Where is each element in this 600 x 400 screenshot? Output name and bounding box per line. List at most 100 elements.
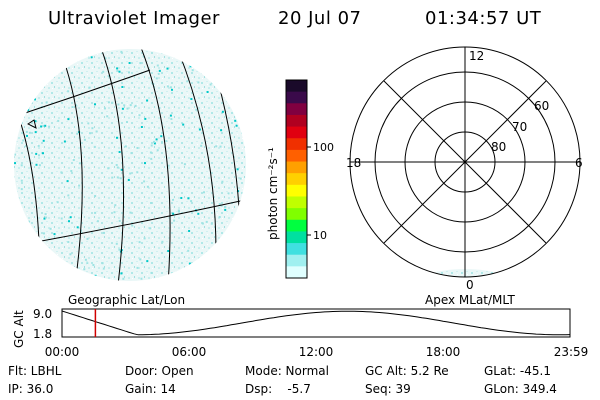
colorbar-segment: [286, 114, 307, 128]
uv-speck: [102, 70, 105, 73]
uv-speck: [158, 69, 161, 72]
colorbar-segment: [286, 208, 307, 221]
uv-speck: [165, 140, 168, 142]
uv-speck: [118, 70, 121, 73]
info-ip: IP: 36.0: [8, 382, 54, 396]
mlt-label-0: 0: [466, 278, 474, 292]
uv-speck: [143, 180, 146, 183]
uv-speck: [34, 98, 36, 101]
uv-speck: [221, 180, 224, 183]
uv-speck: [209, 278, 212, 281]
polar-plot: 12 18 6 0 60 70 80: [346, 46, 583, 292]
uv-speck: [107, 75, 110, 78]
parallel-line: [19, 199, 246, 246]
uv-speck: [83, 138, 86, 141]
geographic-caption: Geographic Lat/Lon: [68, 293, 185, 307]
uv-speck: [198, 128, 201, 131]
uv-speck: [14, 162, 16, 165]
uv-speck: [187, 249, 190, 252]
uv-speck: [87, 55, 90, 57]
info-mode: Mode: Normal: [245, 364, 329, 378]
uv-speck: [104, 57, 107, 60]
uv-speck: [129, 104, 132, 107]
info-glat: GLat: -45.1: [484, 364, 551, 378]
time-label: 01:34:57 UT: [425, 8, 542, 29]
uv-speck: [40, 125, 43, 128]
uv-speck: [69, 216, 72, 219]
uv-speck: [201, 222, 204, 225]
uv-speck: [53, 58, 56, 61]
uv-speck: [37, 144, 40, 147]
uv-speck: [169, 86, 172, 89]
uv-speck: [118, 219, 121, 222]
uv-speck: [66, 180, 69, 183]
uv-speck: [68, 220, 70, 223]
uv-speck: [196, 260, 199, 263]
uv-speck: [45, 52, 47, 55]
uv-speck: [94, 274, 97, 277]
uv-speck: [60, 217, 63, 220]
uv-speck: [206, 276, 209, 279]
uv-speck: [49, 227, 52, 230]
uv-speck: [136, 147, 139, 149]
uv-speck: [118, 248, 121, 251]
colorbar-segment: [286, 231, 307, 244]
uv-speck: [172, 198, 174, 201]
uv-speck: [140, 277, 143, 280]
uv-speck: [34, 277, 37, 280]
uv-speck: [76, 132, 79, 135]
uv-speck: [17, 230, 20, 233]
info-gc-alt: GC Alt: 5.2 Re: [365, 364, 449, 378]
uv-speck: [203, 191, 205, 194]
info-door: Door: Open: [125, 364, 194, 378]
uv-speck: [218, 216, 221, 218]
date-label: 20 Jul 07: [278, 8, 362, 29]
uv-speck: [116, 136, 118, 139]
xtick-2359: 23:59: [554, 345, 589, 359]
uv-speck: [229, 102, 232, 105]
uv-speck: [238, 255, 241, 258]
uv-speck: [76, 226, 79, 229]
uv-speck: [128, 62, 131, 64]
uv-speck: [43, 217, 46, 220]
uv-speck: [138, 114, 141, 117]
uv-speck: [120, 168, 123, 171]
uv-speck: [116, 176, 119, 179]
uv-speck: [122, 277, 125, 280]
uv-speck: [129, 172, 132, 175]
uv-speck: [195, 108, 198, 111]
colorbar-segment: [286, 91, 307, 104]
uv-speck: [26, 134, 28, 137]
uv-speck: [169, 114, 172, 117]
colorbar-segment: [286, 161, 307, 174]
uv-speck: [189, 65, 192, 68]
instrument-title: Ultraviolet Imager: [48, 8, 220, 29]
uv-speck: [67, 90, 70, 93]
info-dsp: Dsp: -5.7: [245, 382, 311, 396]
uv-speck: [86, 237, 89, 240]
uv-speck: [16, 223, 18, 226]
uv-speck: [38, 164, 41, 167]
colorbar-segment: [286, 266, 307, 279]
uv-speck: [95, 130, 98, 133]
xtick-0000: 00:00: [45, 345, 80, 359]
uv-speck: [150, 144, 153, 147]
uv-speck: [113, 211, 116, 214]
uv-speck: [88, 86, 91, 89]
uv-speck: [103, 231, 105, 234]
uv-speck: [180, 197, 183, 199]
uv-speck: [167, 164, 170, 167]
uv-speck: [186, 80, 189, 83]
info-glon: GLon: 349.4: [484, 382, 557, 396]
uv-speck: [75, 270, 78, 272]
uv-speck: [63, 140, 66, 143]
colorbar-segment: [286, 103, 307, 116]
colorbar-segment: [286, 126, 307, 139]
uv-speck: [213, 272, 216, 275]
uv-speck: [173, 219, 176, 222]
colorbar: 100 10 photon cm⁻²s⁻¹: [266, 79, 334, 279]
mlt-label-12: 12: [469, 49, 484, 63]
uv-speck: [219, 268, 222, 270]
meridian-line: [99, 49, 125, 281]
